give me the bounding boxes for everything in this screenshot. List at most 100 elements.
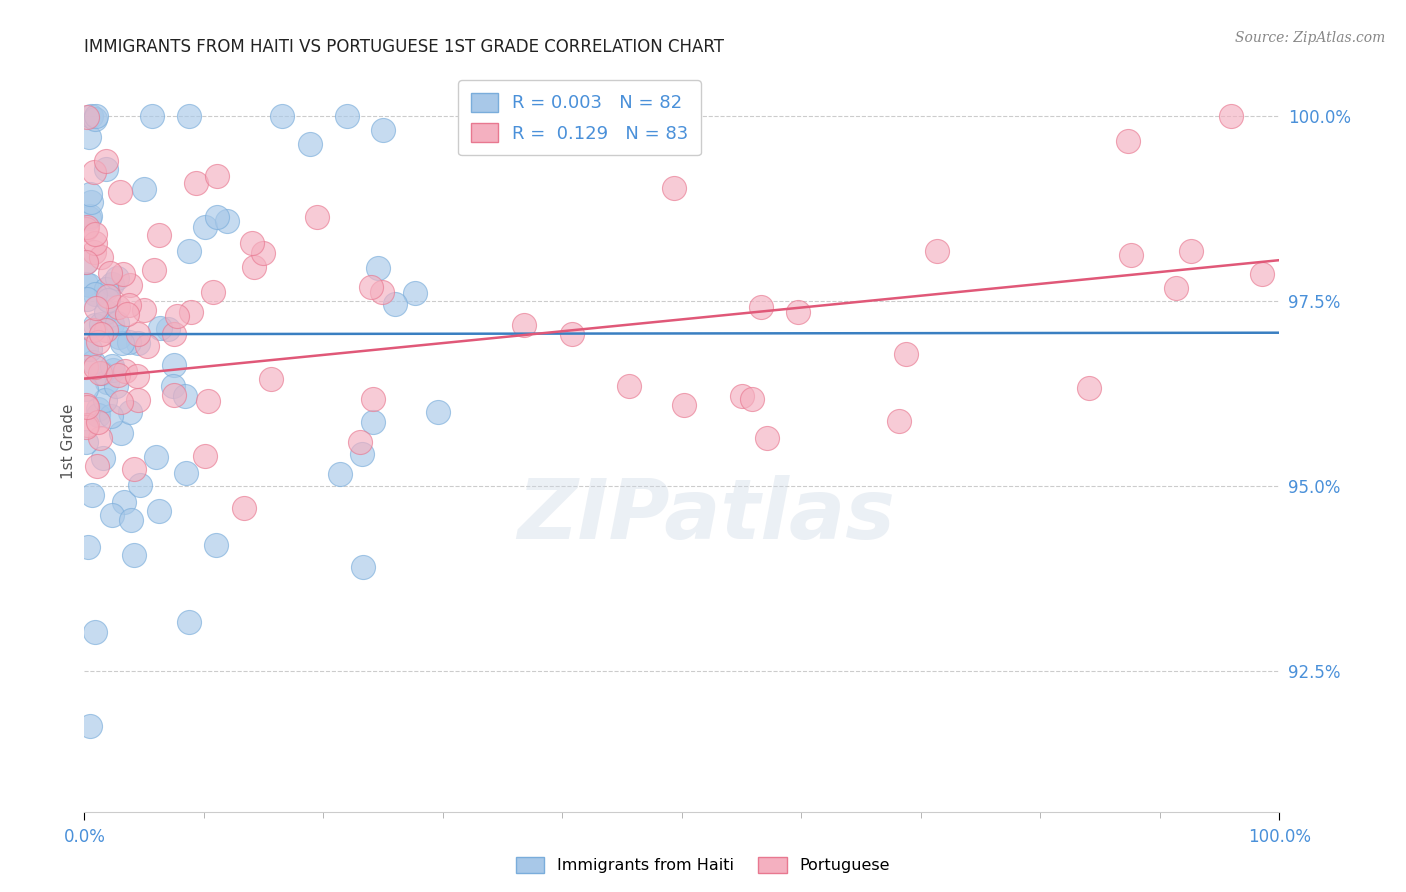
Point	[83, 625, 105, 640]
Point	[75, 420, 97, 434]
Point	[180, 305, 202, 319]
Point	[105, 378, 128, 392]
Point	[105, 271, 128, 285]
Point	[114, 363, 136, 377]
Point	[75, 382, 97, 396]
Point	[270, 109, 292, 123]
Point	[79, 211, 101, 225]
Point	[100, 359, 122, 374]
Point	[75, 398, 97, 412]
Point	[129, 477, 152, 491]
Point	[179, 244, 201, 258]
Point	[619, 379, 641, 393]
Point	[75, 359, 97, 374]
Point	[371, 123, 394, 137]
Point	[89, 367, 111, 381]
Point	[87, 401, 110, 416]
Point	[148, 227, 170, 242]
Point	[202, 285, 225, 299]
Text: Source: ZipAtlas.com: Source: ZipAtlas.com	[1234, 31, 1385, 45]
Point	[87, 416, 110, 430]
Point	[1077, 381, 1099, 395]
Point	[96, 161, 118, 176]
Point	[110, 336, 132, 351]
Point	[127, 393, 149, 408]
Point	[755, 431, 778, 445]
Point	[75, 255, 97, 269]
Point	[75, 434, 97, 449]
Point	[145, 450, 167, 464]
Point	[79, 719, 101, 733]
Point	[252, 245, 274, 260]
Point	[371, 285, 394, 300]
Point	[110, 395, 132, 409]
Point	[1116, 134, 1139, 148]
Point	[100, 508, 122, 522]
Point	[404, 286, 426, 301]
Point	[96, 375, 118, 389]
Point	[384, 297, 406, 311]
Point	[349, 435, 371, 450]
Point	[242, 235, 264, 250]
Point	[352, 447, 374, 461]
Point	[157, 322, 180, 336]
Point	[166, 309, 188, 323]
Point	[83, 112, 105, 126]
Point	[360, 280, 382, 294]
Point	[76, 220, 98, 235]
Point	[194, 449, 217, 463]
Point	[1166, 281, 1188, 295]
Point	[163, 326, 186, 341]
Point	[662, 181, 685, 195]
Point	[96, 153, 118, 168]
Point	[80, 195, 103, 210]
Point	[79, 187, 101, 202]
Point	[84, 109, 107, 123]
Point	[561, 327, 583, 342]
Point	[98, 266, 121, 280]
Point	[83, 244, 105, 259]
Point	[361, 392, 384, 406]
Point	[84, 318, 107, 332]
Point	[731, 389, 754, 403]
Point	[741, 392, 763, 407]
Point	[127, 336, 149, 351]
Point	[127, 368, 149, 383]
Point	[174, 466, 197, 480]
Point	[115, 307, 138, 321]
Point	[90, 327, 112, 342]
Point	[75, 222, 97, 236]
Point	[97, 289, 120, 303]
Point	[108, 185, 131, 199]
Point	[299, 137, 322, 152]
Legend: R = 0.003   N = 82, R =  0.129   N = 83: R = 0.003 N = 82, R = 0.129 N = 83	[458, 80, 702, 155]
Y-axis label: 1st Grade: 1st Grade	[60, 404, 76, 479]
Point	[83, 227, 105, 241]
Point	[118, 334, 141, 349]
Point	[120, 277, 142, 292]
Point	[111, 268, 134, 282]
Point	[90, 318, 112, 332]
Point	[101, 277, 124, 292]
Point	[107, 330, 129, 344]
Point	[163, 388, 186, 402]
Point	[887, 414, 910, 428]
Point	[120, 405, 142, 419]
Point	[90, 366, 112, 380]
Point	[143, 263, 166, 277]
Point	[336, 109, 359, 123]
Point	[87, 334, 110, 349]
Point	[120, 513, 142, 527]
Point	[243, 260, 266, 274]
Point	[107, 368, 129, 382]
Legend: Immigrants from Haiti, Portuguese: Immigrants from Haiti, Portuguese	[509, 850, 897, 880]
Point	[79, 209, 101, 223]
Point	[82, 323, 104, 337]
Point	[177, 615, 200, 629]
Point	[75, 277, 97, 292]
Point	[94, 282, 117, 296]
Point	[197, 394, 219, 409]
Point	[94, 393, 117, 408]
Text: IMMIGRANTS FROM HAITI VS PORTUGUESE 1ST GRADE CORRELATION CHART: IMMIGRANTS FROM HAITI VS PORTUGUESE 1ST …	[84, 38, 724, 56]
Point	[76, 401, 98, 415]
